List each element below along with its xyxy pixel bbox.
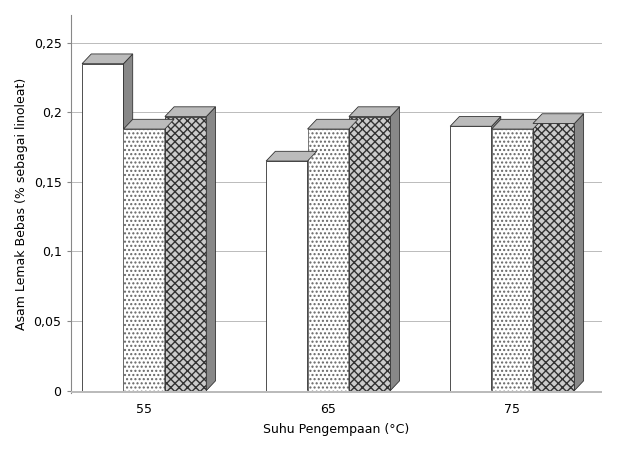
Bar: [450, 126, 492, 391]
Polygon shape: [574, 114, 584, 391]
Bar: [349, 116, 391, 391]
Polygon shape: [266, 152, 317, 161]
Polygon shape: [123, 120, 174, 129]
Bar: [123, 129, 165, 391]
Bar: [165, 116, 206, 391]
Polygon shape: [492, 120, 542, 129]
Polygon shape: [123, 54, 133, 391]
Polygon shape: [349, 120, 358, 391]
Bar: [307, 129, 349, 391]
Polygon shape: [307, 152, 317, 391]
Bar: [82, 64, 123, 391]
Polygon shape: [165, 107, 215, 116]
Polygon shape: [391, 107, 400, 391]
Polygon shape: [450, 116, 501, 126]
Bar: [70, 391, 613, 402]
Polygon shape: [82, 54, 133, 64]
Polygon shape: [307, 120, 358, 129]
Polygon shape: [533, 114, 584, 124]
Polygon shape: [349, 107, 400, 116]
Y-axis label: Asam Lemak Bebas (% sebagai linoleat): Asam Lemak Bebas (% sebagai linoleat): [15, 78, 28, 330]
Polygon shape: [533, 120, 542, 391]
Bar: [266, 161, 307, 391]
Bar: [492, 129, 533, 391]
Bar: [533, 124, 574, 391]
Polygon shape: [492, 116, 501, 391]
Polygon shape: [206, 107, 215, 391]
Polygon shape: [165, 120, 174, 391]
X-axis label: Suhu Pengempaan (°C): Suhu Pengempaan (°C): [263, 423, 410, 436]
